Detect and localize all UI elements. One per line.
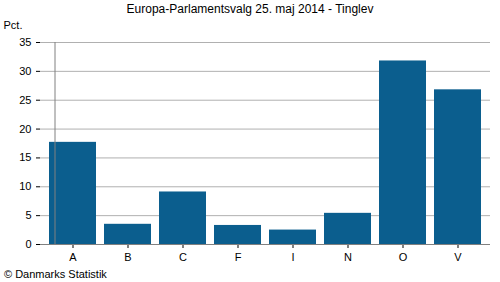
svg-text:N: N — [344, 251, 352, 263]
svg-text:C: C — [179, 251, 187, 263]
svg-text:I: I — [291, 251, 294, 263]
html-text:© Danmarks Statistik: © Danmarks Statistik — [4, 268, 107, 280]
svg-text:35: 35 — [19, 36, 31, 48]
svg-text:B: B — [124, 251, 131, 263]
svg-text:5: 5 — [25, 209, 31, 221]
svg-text:O: O — [399, 251, 408, 263]
svg-text:20: 20 — [19, 123, 31, 135]
svg-text:F: F — [235, 251, 242, 263]
svg-text:0: 0 — [25, 238, 31, 250]
svg-text:30: 30 — [19, 65, 31, 77]
svg-text:V: V — [454, 251, 462, 263]
svg-text:Pct.: Pct. — [4, 19, 23, 31]
svg-text:15: 15 — [19, 151, 31, 163]
svg-text:A: A — [69, 251, 77, 263]
svg-text:25: 25 — [19, 94, 31, 106]
svg-text:10: 10 — [19, 180, 31, 192]
html-text:Europa-Parlamentsvalg 25. maj: Europa-Parlamentsvalg 25. maj 2014 - Tin… — [126, 2, 374, 16]
